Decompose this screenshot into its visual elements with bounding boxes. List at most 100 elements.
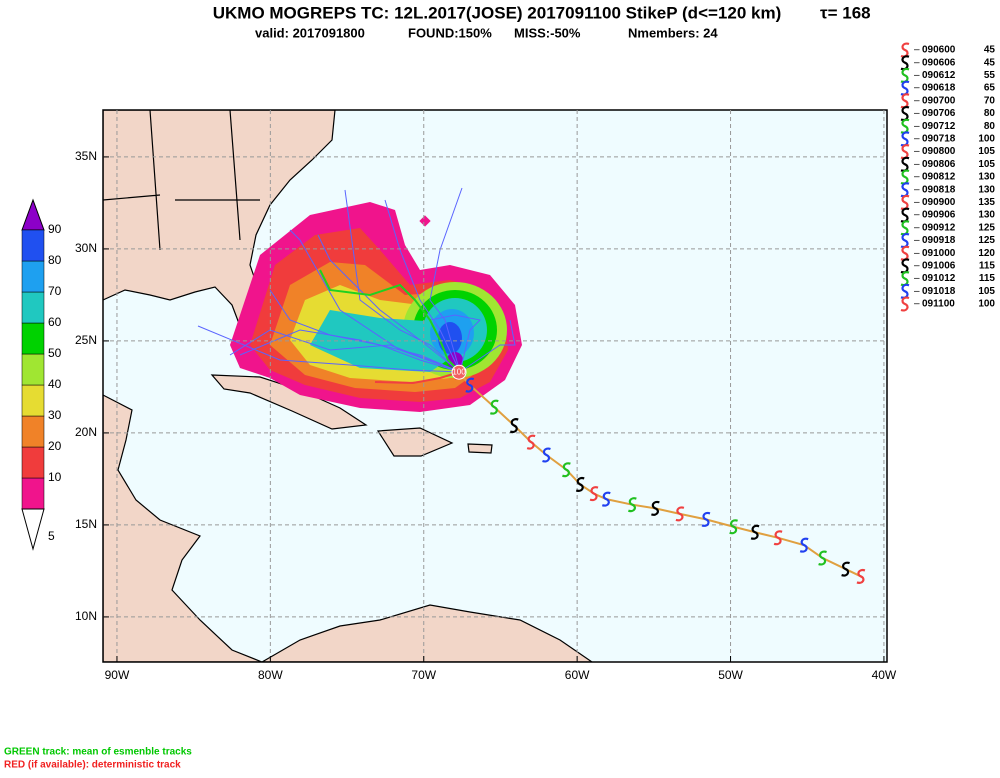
- track-point: [542, 447, 551, 463]
- current-position: [451, 364, 467, 380]
- legend-dash: –: [914, 146, 920, 157]
- legend-time: 090912: [922, 222, 956, 233]
- dynamic: 90W 80W 70W 60W 50W 40W 10N 15N 20N 25N 30N 35N 5 10 2…: [4, 42, 996, 771]
- legend-time: 090700: [922, 95, 956, 106]
- legend-intensity: 120: [978, 248, 995, 259]
- colorbar-label: 30: [48, 408, 62, 422]
- track-point: [799, 537, 809, 553]
- legend-time: 090618: [922, 83, 956, 94]
- track-point: [841, 561, 850, 577]
- marker-label: 100: [452, 367, 466, 376]
- legend-time: 091000: [922, 248, 956, 259]
- legend-dash: –: [914, 261, 920, 272]
- legend-intensity: 80: [984, 108, 996, 119]
- track-point: [675, 506, 685, 522]
- legend-dash: –: [914, 248, 920, 259]
- legend-symbol: [900, 245, 910, 261]
- y-tick-label: 25N: [75, 333, 97, 347]
- legend-symbol: [900, 169, 910, 185]
- legend-dash: –: [914, 121, 920, 132]
- x-tick-label: 80W: [258, 668, 283, 682]
- legend-symbol: [900, 258, 910, 274]
- legend-symbol: [900, 283, 910, 299]
- legend-time: 090600: [922, 45, 956, 56]
- track-point: [601, 491, 611, 507]
- legend-dash: –: [914, 108, 920, 119]
- legend-dash: –: [914, 45, 920, 56]
- colorbar-band: [21, 291, 45, 324]
- legend-symbol: [900, 296, 910, 312]
- legend-intensity: 115: [979, 273, 996, 284]
- legend-symbol: [900, 118, 910, 134]
- legend-time: 090712: [922, 121, 956, 132]
- track-point: [489, 399, 499, 415]
- track-point: [729, 519, 738, 535]
- x-tick-label: 70W: [411, 668, 436, 682]
- legend-time: 090900: [922, 197, 956, 208]
- legend-intensity: 105: [978, 146, 995, 157]
- y-tick-label: 10N: [75, 609, 97, 623]
- track-point: [526, 434, 536, 450]
- colorbar-band: [21, 260, 45, 293]
- x-tick-label: 60W: [565, 668, 590, 682]
- legend-intensity: 45: [984, 57, 996, 68]
- colorbar-label: 40: [48, 377, 62, 391]
- title: UKMO MOGREPS TC: 12L.2017(JOSE) 20170911…: [213, 3, 782, 22]
- track-point: [773, 530, 783, 546]
- colorbar-band: [21, 477, 45, 510]
- nmembers: Nmembers: 24: [628, 25, 718, 40]
- legend-symbol: [900, 55, 910, 71]
- legend-intensity: 125: [978, 235, 995, 246]
- track-point: [589, 486, 599, 502]
- found: FOUND:150%: [408, 25, 492, 40]
- colorbar-label: 20: [48, 439, 62, 453]
- legend-time: 090906: [922, 210, 956, 221]
- legend-time: 090706: [922, 108, 956, 119]
- legend-symbol: [900, 156, 910, 172]
- colorbar-label: 70: [48, 284, 62, 298]
- y-tick-label: 35N: [75, 149, 97, 163]
- legend-intensity: 70: [984, 95, 996, 106]
- legend-symbol: [900, 67, 910, 83]
- legend-dash: –: [914, 273, 920, 284]
- legend-intensity: 105: [978, 159, 995, 170]
- legend-symbol: [900, 144, 910, 160]
- legend-dash: –: [914, 286, 920, 297]
- legend-symbol: [900, 42, 910, 58]
- legend-intensity: 130: [978, 210, 995, 221]
- x-tick-label: 50W: [718, 668, 743, 682]
- legend-symbol: [900, 194, 910, 210]
- legend-symbol: [900, 106, 910, 121]
- note: RED (if available): deterministic track: [4, 760, 181, 771]
- colorbar-band: [21, 415, 45, 448]
- legend-intensity: 80: [984, 121, 996, 132]
- miss: MISS:-50%: [514, 25, 581, 40]
- track-point: [701, 511, 711, 527]
- legend-time: 090718: [922, 134, 956, 145]
- legend-symbol: [900, 207, 910, 223]
- track-point: [562, 462, 571, 478]
- legend-symbol: [900, 93, 910, 109]
- legend-time: 091006: [922, 261, 956, 272]
- legend-intensity: 135: [978, 197, 995, 208]
- colorbar-cap: [21, 508, 45, 551]
- legend-dash: –: [914, 222, 920, 233]
- legend-dash: –: [914, 95, 920, 106]
- tau: τ= 168: [820, 3, 871, 22]
- colorbar-label: 10: [48, 470, 62, 484]
- legend-time: 090806: [922, 159, 956, 170]
- legend-intensity: 130: [978, 172, 995, 183]
- track-point: [628, 497, 637, 513]
- deterministic-track: [374, 371, 461, 385]
- legend-dash: –: [914, 299, 920, 310]
- colorbar-label: 80: [48, 253, 62, 267]
- colorbar-band: [21, 384, 45, 417]
- valid: valid: 2017091800: [255, 25, 365, 40]
- legend-intensity: 55: [984, 70, 996, 81]
- x-tick-label: 90W: [105, 668, 130, 682]
- legend-intensity: 115: [979, 261, 996, 272]
- map-frame: [102, 109, 888, 663]
- legend-dash: –: [914, 70, 920, 81]
- legend-symbol: [900, 80, 910, 96]
